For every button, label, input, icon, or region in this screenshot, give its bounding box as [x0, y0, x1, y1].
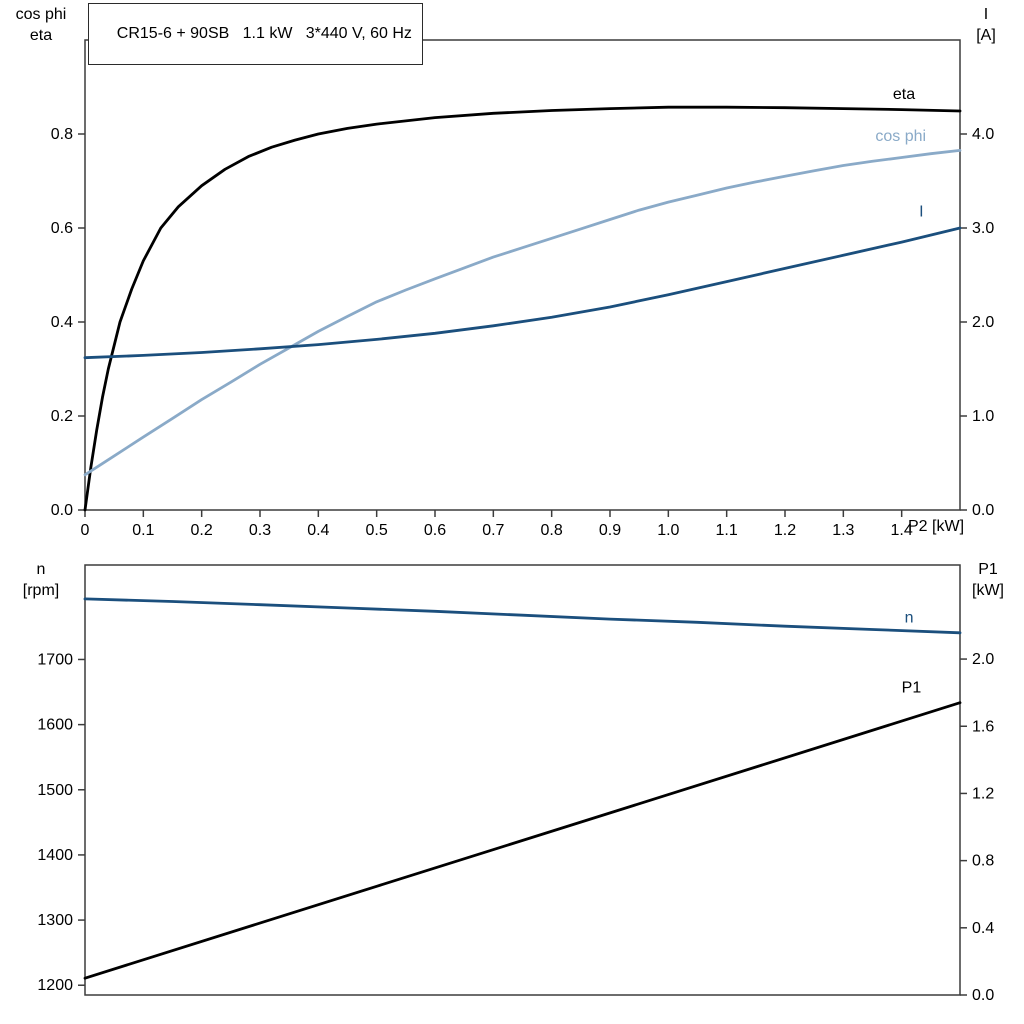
chart-title-box: CR15-6 + 90SB 1.1 kW 3*440 V, 60 Hz [88, 3, 423, 65]
series-eta [83, 105, 962, 512]
upper-left-axis-line2: eta [29, 27, 53, 44]
x-tick-label: 0.9 [599, 522, 621, 539]
lower-right-axis-head: P1 [kW] [958, 559, 1018, 601]
series-label-current: I [919, 204, 923, 221]
left-tick-label: 0.8 [51, 126, 73, 143]
right-tick-label: 1.2 [972, 785, 994, 802]
right-tick-label: 2.0 [972, 314, 994, 331]
plot-border [84, 564, 961, 996]
x-tick-label: 1.3 [832, 522, 854, 539]
right-tick-label: 0.8 [972, 853, 994, 870]
right-tick-label: 4.0 [972, 126, 994, 143]
x-tick-label: 0.6 [424, 522, 446, 539]
x-tick-label: 0.8 [541, 522, 563, 539]
plot-border [84, 39, 961, 511]
right-tick-label: 2.0 [972, 651, 994, 668]
left-tick-label: 0.2 [51, 408, 73, 425]
x-tick-label: 0.4 [307, 522, 329, 539]
right-tick-label: 1.6 [972, 718, 994, 735]
upper-left-axis-line1: cos phi [15, 6, 67, 23]
x-axis-label: P2 [kW] [908, 518, 965, 535]
x-tick-label: 0.5 [366, 522, 388, 539]
x-tick-label: 0.7 [482, 522, 504, 539]
series-cos-phi [83, 148, 962, 477]
left-tick-label: 1200 [37, 977, 73, 994]
left-tick-label: 1600 [37, 717, 73, 734]
series-label-cos-phi: cos phi [875, 128, 926, 145]
x-tick-label: 0.2 [191, 522, 213, 539]
series-label-eta: eta [893, 86, 915, 103]
x-tick-label: 0 [81, 522, 90, 539]
lower-right-axis-line2: [kW] [972, 582, 1004, 599]
lower-left-axis-line2: [rpm] [22, 582, 60, 599]
left-tick-label: 0.6 [51, 220, 73, 237]
upper-right-axis-line1: I [983, 6, 989, 23]
x-tick-label: 0.3 [249, 522, 271, 539]
lower-right-axis-line1: P1 [978, 561, 998, 578]
upper-chart: 0 0.1 0.2 0.3 0.4 0.5 0.6 0.7 0.8 0.9 1.0 1.1 1.2 1.3… [51, 39, 994, 539]
left-tick-label: 1700 [37, 651, 73, 668]
left-tick-label: 1400 [37, 847, 73, 864]
x-tick-label: 1.4 [891, 522, 913, 539]
x-tick-label: 0.1 [132, 522, 154, 539]
x-tick-label: 1.1 [716, 522, 738, 539]
left-tick-label: 1300 [37, 912, 73, 929]
right-tick-label: 0.4 [972, 920, 994, 937]
speed-power-curves-svg: 1200 1300 1400 1500 1600 1700 0.0 0.4 0.8 1.2 1.6 2… [37, 564, 994, 1004]
series-speed [83, 597, 962, 635]
chart-title: CR15-6 + 90SB 1.1 kW 3*440 V, 60 Hz [116, 25, 412, 42]
right-tick-label: 1.0 [972, 408, 994, 425]
lower-chart: 1200 1300 1400 1500 1600 1700 0.0 0.4 0.8 1.2 1.6 2… [0, 555, 1024, 1024]
series-current [83, 226, 962, 360]
series-p1-power [83, 701, 962, 980]
series-label-p1-power: P1 [902, 680, 922, 697]
right-tick-label: 3.0 [972, 220, 994, 237]
left-tick-label: 0.0 [51, 502, 73, 519]
x-tick-label: 1.0 [657, 522, 679, 539]
left-tick-label: 0.4 [51, 314, 73, 331]
upper-right-axis-line2: [A] [976, 27, 996, 44]
lower-left-axis-line1: n [36, 561, 46, 578]
upper-right-axis-head: I [A] [958, 4, 1014, 46]
upper-left-axis-head: cos phi eta [2, 4, 80, 46]
series-label-speed: n [905, 609, 914, 626]
left-tick-label: 1500 [37, 782, 73, 799]
right-tick-label: 0.0 [972, 987, 994, 1004]
right-tick-label: 0.0 [972, 502, 994, 519]
motor-electrical-curves-svg: 0 0.1 0.2 0.3 0.4 0.5 0.6 0.7 0.8 0.9 1.0 1.1 1.2 1.3… [51, 39, 994, 539]
lower-left-axis-head: n [rpm] [2, 559, 80, 601]
x-tick-label: 1.2 [774, 522, 796, 539]
